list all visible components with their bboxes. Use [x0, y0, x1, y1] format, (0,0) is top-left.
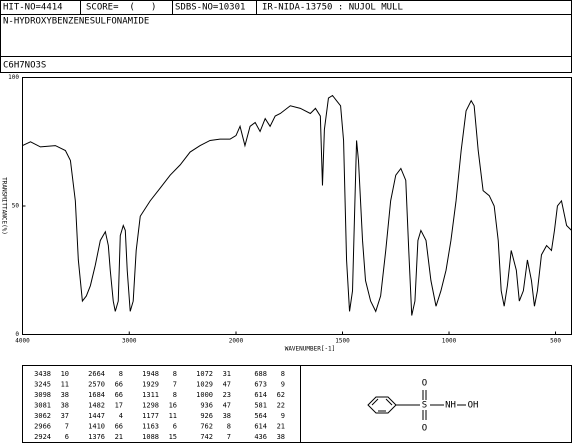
peak-wavenumber: 3438 [34, 370, 51, 378]
peak-intensity: 11 [61, 381, 69, 389]
peak-wavenumber: 688 [254, 370, 267, 378]
peak-wavenumber: 1029 [196, 381, 213, 389]
peak-wavenumber: 926 [200, 412, 213, 420]
x-axis-label: WAVENUMBER[-1] [285, 346, 336, 353]
y-tick-label: 100 [8, 74, 19, 81]
peak-wavenumber: 673 [254, 381, 267, 389]
peak-wavenumber: 3098 [34, 391, 51, 399]
peak-intensity: 37 [61, 412, 69, 420]
peak-wavenumber: 1311 [142, 391, 159, 399]
peak-wavenumber: 1088 [142, 433, 159, 441]
peak-intensity: 38 [277, 433, 285, 441]
peak-wavenumber: 742 [200, 433, 213, 441]
bond [371, 398, 379, 406]
peak-wavenumber: 581 [254, 402, 267, 410]
peak-wavenumber: 1298 [142, 402, 159, 410]
peak-intensity: 8 [227, 423, 231, 431]
atom-label: OH [468, 401, 479, 411]
atom-label: S [422, 401, 427, 411]
peak-intensity: 21 [277, 423, 285, 431]
peak-intensity: 11 [169, 412, 177, 420]
peak-intensity: 66 [115, 381, 123, 389]
x-tick-label: 500 [550, 338, 561, 345]
peak-intensity: 8 [173, 391, 177, 399]
peak-wavenumber: 1163 [142, 423, 159, 431]
peak-intensity: 16 [169, 402, 177, 410]
peak-wavenumber: 1447 [88, 412, 105, 420]
atom-label: O [422, 379, 427, 389]
peak-wavenumber: 936 [200, 402, 213, 410]
peak-intensity: 6 [65, 433, 69, 441]
peak-intensity: 9 [281, 381, 285, 389]
peak-intensity: 38 [61, 391, 69, 399]
peak-wavenumber: 3081 [34, 402, 51, 410]
sdbs-no: SDBS-NO=10301 [175, 3, 245, 13]
peak-intensity: 47 [223, 381, 231, 389]
peak-intensity: 4 [119, 412, 123, 420]
peak-wavenumber: 1482 [88, 402, 105, 410]
peak-wavenumber: 1684 [88, 391, 105, 399]
peak-wavenumber: 2664 [88, 370, 105, 378]
peak-intensity: 8 [281, 370, 285, 378]
score: SCORE= ( ) [86, 3, 156, 13]
formula: C6H7NO3S [3, 61, 46, 71]
y-tick-label: 0 [15, 331, 19, 338]
peak-intensity: 10 [61, 370, 69, 378]
peak-wavenumber: 2570 [88, 381, 105, 389]
peak-intensity: 8 [173, 370, 177, 378]
peak-intensity: 31 [223, 370, 231, 378]
peak-intensity: 38 [223, 412, 231, 420]
peak-intensity: 66 [115, 391, 123, 399]
peak-wavenumber: 1072 [196, 370, 213, 378]
peak-wavenumber: 3245 [34, 381, 51, 389]
x-tick-label: 4000 [15, 338, 30, 345]
peak-intensity: 8 [119, 370, 123, 378]
peak-intensity: 9 [281, 412, 285, 420]
peak-intensity: 62 [277, 391, 285, 399]
peak-intensity: 17 [115, 402, 123, 410]
peak-intensity: 7 [227, 433, 231, 441]
peak-wavenumber: 2924 [34, 433, 51, 441]
spectrum-line [22, 94, 572, 316]
peak-wavenumber: 1929 [142, 381, 159, 389]
x-tick-label: 2000 [229, 338, 244, 345]
peak-wavenumber: 762 [200, 423, 213, 431]
peak-intensity: 66 [115, 423, 123, 431]
x-tick-label: 1000 [442, 338, 457, 345]
x-tick-label: 1500 [335, 338, 350, 345]
peak-intensity: 23 [223, 391, 231, 399]
peak-intensity: 21 [115, 433, 123, 441]
peak-intensity: 47 [223, 402, 231, 410]
peak-intensity: 15 [169, 433, 177, 441]
bond [385, 398, 393, 406]
peak-wavenumber: 1000 [196, 391, 213, 399]
y-tick-label: 50 [12, 203, 20, 210]
peak-intensity: 7 [65, 423, 69, 431]
method: IR-NIDA-13750 : NUJOL MULL [262, 3, 403, 13]
peak-wavenumber: 1948 [142, 370, 159, 378]
atom-label: NH [445, 401, 456, 411]
peak-wavenumber: 1410 [88, 423, 105, 431]
peak-wavenumber: 436 [254, 433, 267, 441]
y-axis-label: TRANSMITTANCE(%) [1, 177, 8, 235]
structure [367, 390, 466, 420]
peak-wavenumber: 614 [254, 423, 267, 431]
peak-intensity: 38 [61, 402, 69, 410]
x-tick-label: 3000 [122, 338, 137, 345]
peak-wavenumber: 2966 [34, 423, 51, 431]
compound-name: N-HYDROXYBENZENESULFONAMIDE [3, 17, 149, 27]
peak-intensity: 6 [173, 423, 177, 431]
peak-wavenumber: 1376 [88, 433, 105, 441]
peak-intensity: 7 [173, 381, 177, 389]
hit-no: HIT-NO=4414 [3, 3, 63, 13]
peak-intensity: 22 [277, 402, 285, 410]
peak-wavenumber: 3062 [34, 412, 51, 420]
peak-wavenumber: 614 [254, 391, 267, 399]
peak-wavenumber: 564 [254, 412, 267, 420]
atom-label: O [422, 424, 427, 434]
plot-frame [22, 77, 572, 335]
peak-wavenumber: 1177 [142, 412, 159, 420]
